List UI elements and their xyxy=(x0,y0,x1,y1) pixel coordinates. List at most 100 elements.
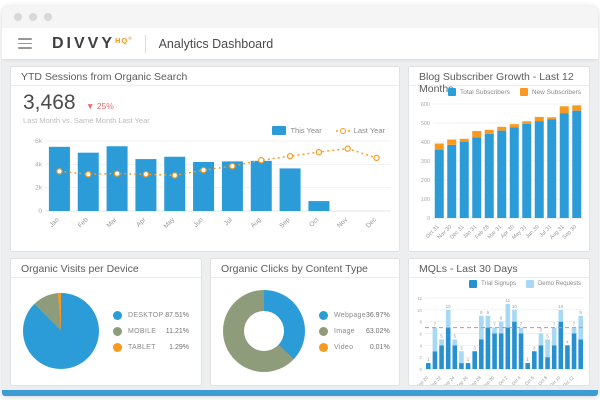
svg-text:500: 500 xyxy=(421,121,430,127)
panel-content-type: Organic Clicks by Content Type Webpage 36… xyxy=(210,258,400,386)
svg-text:9: 9 xyxy=(579,310,582,315)
legend-item-video[interactable]: Video 0.01% xyxy=(319,342,390,352)
svg-text:10: 10 xyxy=(558,304,564,309)
panel-devices: Organic Visits per Device DESKTOP 87.51% … xyxy=(10,258,202,386)
video-swatch xyxy=(319,342,328,352)
panel-mqls: MQLs - Last 30 Days Trial Signups Demo R… xyxy=(408,258,590,386)
panel-title: YTD Sessions from Organic Search xyxy=(11,67,399,86)
devices-legend: DESKTOP 87.51% MOBILE 11.21% TABLET 1.29% xyxy=(113,310,193,352)
legend-item-webpage[interactable]: Webpage 36.97% xyxy=(319,310,390,320)
svg-text:Oct 6: Oct 6 xyxy=(524,375,535,386)
svg-text:9: 9 xyxy=(487,310,490,315)
legend-item-demo-requests[interactable]: Demo Requests xyxy=(525,280,581,288)
page-title: Analytics Dashboard xyxy=(158,36,274,51)
legend-item-new-subscribers[interactable]: New Subscribers xyxy=(519,88,581,96)
svg-text:3: 3 xyxy=(473,345,476,350)
svg-text:Sep 30: Sep 30 xyxy=(562,224,579,241)
svg-text:10: 10 xyxy=(512,304,518,309)
svg-text:100: 100 xyxy=(421,197,430,203)
svg-text:Jul: Jul xyxy=(223,216,234,227)
svg-text:200: 200 xyxy=(421,178,430,184)
svg-text:4: 4 xyxy=(566,339,569,344)
svg-text:Oct 12: Oct 12 xyxy=(562,375,575,386)
mobile-swatch xyxy=(113,326,122,336)
legend-item-last-year[interactable]: Last Year xyxy=(335,126,385,135)
svg-text:Jun 30: Jun 30 xyxy=(525,224,541,240)
legend-item-this-year[interactable]: This Year xyxy=(272,126,322,135)
panel-title: Blog Subscriber Growth - Last 12 Months xyxy=(409,67,589,95)
svg-text:300: 300 xyxy=(421,159,430,165)
svg-text:11: 11 xyxy=(505,298,510,303)
legend-item-trial-signups[interactable]: Trial Signups xyxy=(469,280,516,288)
legend-item-total-subscribers[interactable]: Total Subscribers xyxy=(448,88,510,96)
content-type-donut-chart[interactable] xyxy=(223,290,305,372)
svg-text:Sep 28: Sep 28 xyxy=(468,375,482,386)
down-arrow-icon: ▼ xyxy=(86,101,95,111)
divvyhq-logo[interactable]: DIVVY HQ ® xyxy=(52,35,135,53)
svg-text:Apr: Apr xyxy=(135,216,148,229)
kpi-delta: ▼ 25% xyxy=(86,101,114,111)
panel-title: MQLs - Last 30 Days xyxy=(409,259,589,278)
svg-text:Jan: Jan xyxy=(48,216,61,229)
devices-pie-chart[interactable] xyxy=(23,293,99,369)
total-subscribers-swatch xyxy=(448,88,456,96)
demo-requests-swatch xyxy=(525,280,534,288)
svg-text:Oct: Oct xyxy=(308,216,320,228)
svg-text:5: 5 xyxy=(454,333,457,338)
trial-signups-swatch xyxy=(469,280,478,288)
legend-item-tablet[interactable]: TABLET 1.29% xyxy=(113,342,189,352)
svg-text:Sep 24: Sep 24 xyxy=(442,375,456,386)
subscribers-legend: Total Subscribers New Subscribers xyxy=(409,86,589,98)
legend-item-image[interactable]: Image 63.02% xyxy=(319,326,390,336)
svg-text:6k: 6k xyxy=(35,138,43,145)
svg-text:Mar: Mar xyxy=(106,216,119,229)
svg-text:3: 3 xyxy=(533,345,536,350)
svg-text:7: 7 xyxy=(520,322,523,327)
dashboard-content: YTD Sessions from Organic Search 3,468 ▼… xyxy=(2,60,598,390)
svg-text:1: 1 xyxy=(427,357,430,362)
this-year-swatch xyxy=(272,126,287,135)
svg-text:May: May xyxy=(163,216,177,230)
image-swatch xyxy=(319,326,328,336)
panel-title: Organic Clicks by Content Type xyxy=(211,259,399,278)
svg-text:Oct 4: Oct 4 xyxy=(511,375,522,386)
svg-text:3: 3 xyxy=(460,345,463,350)
window-control-dot[interactable] xyxy=(44,13,52,21)
window-control-dot[interactable] xyxy=(14,13,22,21)
svg-text:9: 9 xyxy=(480,310,483,315)
kpi-value: 3,468 xyxy=(23,91,76,114)
svg-text:7: 7 xyxy=(493,322,496,327)
logo-hq-superscript: HQ xyxy=(115,35,129,45)
last-year-marker-icon xyxy=(335,127,350,134)
svg-text:Sep 26: Sep 26 xyxy=(455,375,469,386)
svg-text:Aug: Aug xyxy=(250,216,263,229)
svg-text:4: 4 xyxy=(419,343,422,348)
svg-text:Oct 2: Oct 2 xyxy=(497,375,508,386)
donut-hole xyxy=(244,311,284,351)
new-subscribers-swatch xyxy=(519,88,528,96)
sessions-legend: This Year Last Year xyxy=(23,125,393,137)
window-control-dot[interactable] xyxy=(29,13,37,21)
tablet-swatch xyxy=(113,342,122,352)
svg-text:Nov: Nov xyxy=(336,216,350,230)
svg-text:Feb: Feb xyxy=(77,216,90,229)
svg-text:Oct 8: Oct 8 xyxy=(537,375,548,386)
legend-item-desktop[interactable]: DESKTOP 87.51% xyxy=(113,310,189,320)
desktop-swatch xyxy=(113,310,122,320)
panel-blog-subscribers: Blog Subscriber Growth - Last 12 Months … xyxy=(408,66,590,252)
svg-text:8: 8 xyxy=(419,320,422,325)
logo-text: DIVVY xyxy=(52,34,116,52)
kpi-delta-value: 25% xyxy=(96,101,114,111)
svg-text:7: 7 xyxy=(434,322,437,327)
svg-text:2k: 2k xyxy=(35,185,43,192)
svg-text:2: 2 xyxy=(419,355,422,360)
svg-text:1: 1 xyxy=(526,357,529,362)
hamburger-menu-icon[interactable] xyxy=(18,38,32,49)
webpage-swatch xyxy=(319,310,328,320)
window-controls xyxy=(2,6,598,28)
legend-item-mobile[interactable]: MOBILE 11.21% xyxy=(113,326,189,336)
svg-text:6: 6 xyxy=(540,328,543,333)
svg-text:4k: 4k xyxy=(35,161,43,168)
svg-text:7: 7 xyxy=(553,322,556,327)
